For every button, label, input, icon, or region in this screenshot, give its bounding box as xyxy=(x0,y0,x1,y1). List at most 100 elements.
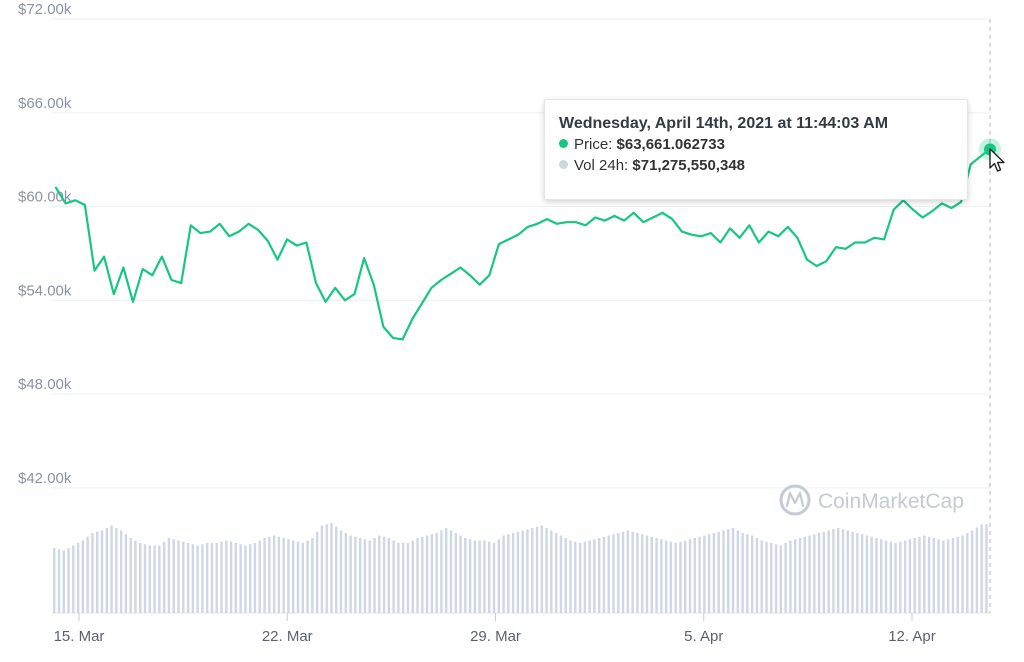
volume-bar xyxy=(669,541,673,613)
volume-bar xyxy=(497,539,500,613)
volume-bar xyxy=(397,543,400,613)
volume-bar xyxy=(545,528,548,613)
volume-bar xyxy=(841,529,845,613)
volume-bar xyxy=(139,543,142,613)
volume-bar xyxy=(373,538,376,613)
volume-bar xyxy=(311,538,314,613)
volume-bar xyxy=(502,535,505,613)
volume-bar xyxy=(961,535,964,613)
volume-bar xyxy=(96,531,99,613)
volume-bar xyxy=(970,530,974,613)
volume-bar xyxy=(445,528,448,613)
y-tick-label: $72.00k xyxy=(18,1,72,18)
volume-bar xyxy=(679,541,682,613)
volume-bar xyxy=(817,533,821,613)
x-tick-label: 5. Apr xyxy=(684,628,723,645)
volume-bar xyxy=(531,528,534,613)
volume-bar xyxy=(287,539,290,613)
tooltip-volume-label: Vol 24h: xyxy=(574,157,629,174)
volume-bar xyxy=(258,540,261,613)
volume-dot-icon xyxy=(559,160,568,169)
volume-bar xyxy=(755,538,759,613)
volume-bar xyxy=(641,534,644,613)
volume-bar xyxy=(717,531,720,613)
volume-bar xyxy=(765,541,768,613)
volume-bar xyxy=(320,525,324,613)
volume-bar xyxy=(731,528,735,613)
volume-bar xyxy=(363,539,367,613)
volume-bar xyxy=(268,536,271,613)
volume-bar xyxy=(774,544,778,613)
volume-bar xyxy=(597,538,601,613)
volume-bar xyxy=(272,535,276,613)
volume-bar xyxy=(478,540,481,613)
y-tick-label: $60.00k xyxy=(18,189,72,206)
volume-bar xyxy=(535,526,539,613)
volume-bar xyxy=(636,533,639,613)
volume-bar xyxy=(980,524,983,613)
volume-bar xyxy=(253,543,257,613)
volume-bar xyxy=(588,540,591,613)
volume-bar xyxy=(827,530,830,613)
volume-bar xyxy=(172,539,175,613)
volume-bar xyxy=(239,544,242,613)
volume-bar xyxy=(554,533,558,613)
volume-bar xyxy=(660,539,663,613)
volume-bar xyxy=(736,530,740,613)
volume-bar xyxy=(196,545,199,613)
y-axis: $72.00k $66.00k $60.00k $54.00k $48.00k $42.0… xyxy=(18,1,72,487)
volume-bar xyxy=(693,538,696,613)
volume-bar xyxy=(134,540,137,613)
volume-bar xyxy=(115,528,118,613)
volume-bar xyxy=(162,541,166,613)
volume-bar xyxy=(626,530,630,613)
volume-bar xyxy=(167,538,171,613)
volume-bar xyxy=(201,544,204,613)
volume-bar xyxy=(574,541,577,613)
y-tick-label: $54.00k xyxy=(18,282,72,299)
volume-bar xyxy=(784,543,787,613)
volume-bar xyxy=(229,541,233,613)
volume-bar xyxy=(119,530,123,613)
volume-bar xyxy=(459,535,462,613)
volume-bar xyxy=(411,540,414,613)
volume-bar xyxy=(492,543,496,613)
volume-bar xyxy=(158,545,161,613)
volume-bar xyxy=(220,541,223,613)
volume-bar xyxy=(856,533,859,613)
volume-bar xyxy=(550,530,553,613)
volume-bar xyxy=(822,531,826,613)
volume-bar xyxy=(483,540,486,613)
volume-bar xyxy=(645,535,649,613)
y-tick-label: $48.00k xyxy=(18,376,72,393)
volume-bar xyxy=(148,545,151,613)
volume-bar xyxy=(129,538,132,613)
volume-bar xyxy=(621,531,625,613)
volume-bar xyxy=(421,536,424,613)
volume-bar xyxy=(951,538,955,613)
volume-bar xyxy=(946,539,950,613)
price-series-line xyxy=(54,148,992,341)
volume-bar xyxy=(105,528,108,613)
volume-bar xyxy=(870,536,873,613)
volume-bar xyxy=(894,543,897,613)
volume-bar xyxy=(789,540,792,613)
volume-bar xyxy=(664,540,668,613)
volume-bar xyxy=(349,535,352,613)
watermark-text: CoinMarketCap xyxy=(818,490,964,513)
mouse-cursor-icon xyxy=(989,148,1005,172)
volume-bar xyxy=(803,536,806,613)
volume-bar xyxy=(793,539,797,613)
volume-bar xyxy=(674,543,677,613)
volume-bar xyxy=(927,536,931,613)
volume-bar xyxy=(607,535,610,613)
volume-bar xyxy=(722,530,725,613)
volume-bar xyxy=(440,530,443,613)
x-tick-label: 12. Apr xyxy=(888,628,936,645)
volume-bar xyxy=(875,538,878,613)
volume-bar xyxy=(966,533,969,613)
volume-bar xyxy=(53,548,56,613)
volume-bar xyxy=(210,543,214,613)
volume-bar xyxy=(698,536,701,613)
